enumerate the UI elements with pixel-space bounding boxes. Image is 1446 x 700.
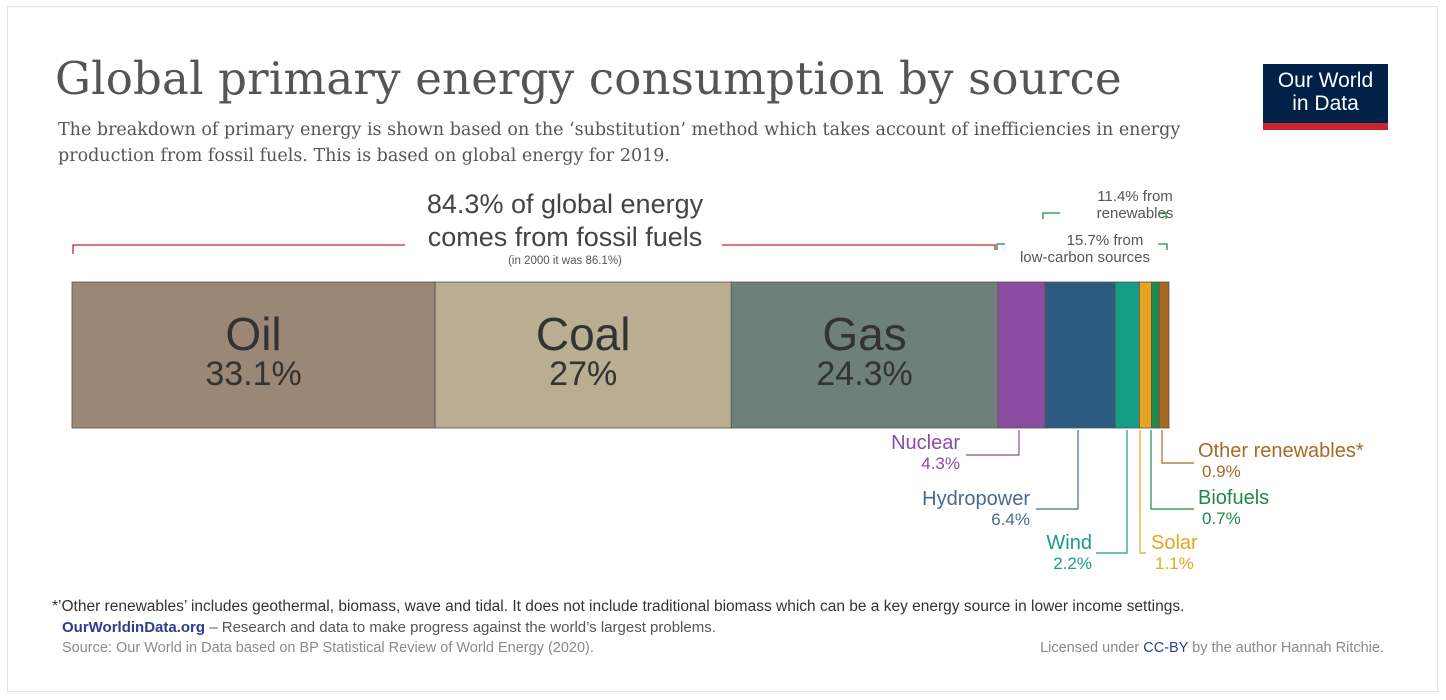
lowcarbon-share-line-2: low-carbon sources xyxy=(1019,249,1151,266)
segment-label-oil: Oil 33.1% xyxy=(134,308,374,393)
segment-value: 24.3% xyxy=(816,355,913,393)
legend-label-nuclear: Nuclear 4.3% xyxy=(891,432,960,473)
bar-segment-oil xyxy=(71,281,436,429)
legend-name: Wind xyxy=(1046,532,1092,554)
renewables-share-annotation: 11.4% from renewables xyxy=(1060,188,1210,222)
license-link[interactable]: CC-BY xyxy=(1143,640,1189,656)
legend-name: Other renewables* xyxy=(1198,440,1364,462)
fossil-bracket-right xyxy=(722,244,996,250)
chart-subtitle: The breakdown of primary energy is shown… xyxy=(58,120,1181,166)
legend-label-wind: Wind 2.2% xyxy=(1046,532,1092,573)
lowcarbon-bracket-left xyxy=(996,243,1005,250)
chart-title: Global primary energy consumption by sou… xyxy=(55,52,1122,105)
fossil-bracket-left xyxy=(72,244,405,254)
legend-value: 0.7% xyxy=(1202,509,1241,528)
fossil-share-line-1: 84.3% of global energy xyxy=(426,189,704,219)
bar-segment-solar xyxy=(1138,281,1152,429)
legend-name: Biofuels xyxy=(1198,487,1270,509)
segment-label-gas: Gas 24.3% xyxy=(745,308,985,393)
bar-segment-coal xyxy=(434,281,732,429)
owid-logo[interactable]: Our World in Data xyxy=(1263,64,1388,130)
legend-name: Hydropower xyxy=(922,488,1030,510)
fossil-share-line-2: comes from fossil fuels xyxy=(427,222,703,252)
legend-label-hydropower: Hydropower 6.4% xyxy=(922,488,1030,529)
legend-label-biofuels: Biofuels 0.7% xyxy=(1198,487,1269,528)
legend-label-solar: Solar 1.1% xyxy=(1151,532,1198,573)
chart-frame xyxy=(7,6,1438,692)
renewables-share-line-1: 11.4% from xyxy=(1097,188,1173,205)
bar-segment-other-renewables xyxy=(1158,281,1170,429)
leader-line-solar xyxy=(1139,430,1146,554)
renewables-bracket-left xyxy=(1042,212,1060,219)
footnote: *’Other renewables’ includes geothermal,… xyxy=(52,598,1185,615)
bar-segment-biofuels xyxy=(1151,281,1160,429)
site-link[interactable]: OurWorldinData.org xyxy=(62,619,206,636)
site-tagline: – Research and data to make progress aga… xyxy=(205,619,716,636)
legend-name: Solar xyxy=(1151,532,1198,554)
legend-value: 1.1% xyxy=(1155,554,1194,573)
fossil-2000-note: (in 2000 it was 86.1%) xyxy=(508,255,622,267)
renewables-bracket-right xyxy=(1160,212,1167,219)
license-line: Licensed under CC-BY by the author Hanna… xyxy=(1040,640,1384,656)
leader-line-biofuels xyxy=(1150,430,1194,510)
legend-name: Nuclear xyxy=(891,432,960,454)
segment-value: 33.1% xyxy=(205,355,302,393)
legend-value: 4.3% xyxy=(921,454,960,473)
logo-line-1: Our World xyxy=(1277,69,1374,92)
leader-line-nuclear xyxy=(966,430,1020,456)
bar-segment-hydropower xyxy=(1044,281,1116,429)
legend-label-other-renewables: Other renewables* 0.9% xyxy=(1198,440,1364,481)
segment-label-coal: Coal 27% xyxy=(463,308,703,393)
lowcarbon-share-annotation: 15.7% from low-carbon sources xyxy=(1000,232,1170,266)
bar-segment-nuclear xyxy=(997,281,1046,429)
legend-value: 2.2% xyxy=(1053,554,1092,573)
lowcarbon-share-line-1: 15.7% from xyxy=(1066,232,1144,249)
leader-line-other-renewables xyxy=(1161,430,1194,464)
lowcarbon-bracket-right xyxy=(1158,243,1168,250)
segment-name: Gas xyxy=(822,308,907,360)
renewables-share-line-2: renewables xyxy=(1096,205,1174,222)
segment-name: Oil xyxy=(225,308,282,360)
legend-value: 0.9% xyxy=(1202,462,1241,481)
legend-value: 6.4% xyxy=(991,510,1030,529)
footer-site-line: OurWorldinData.org – Research and data t… xyxy=(62,619,716,636)
segment-name: Coal xyxy=(535,308,631,360)
source-line: Source: Our World in Data based on BP St… xyxy=(62,640,594,656)
bar-segment-wind xyxy=(1114,281,1140,429)
license-prefix: Licensed under xyxy=(1040,640,1144,656)
leader-line-wind xyxy=(1096,430,1128,554)
segment-value: 27% xyxy=(549,355,618,393)
logo-line-2: in Data xyxy=(1292,92,1359,115)
leader-line-hydropower xyxy=(1036,430,1079,510)
license-suffix: by the author Hannah Ritchie. xyxy=(1188,640,1384,656)
fossil-share-annotation: 84.3% of global energy comes from fossil… xyxy=(395,188,735,254)
